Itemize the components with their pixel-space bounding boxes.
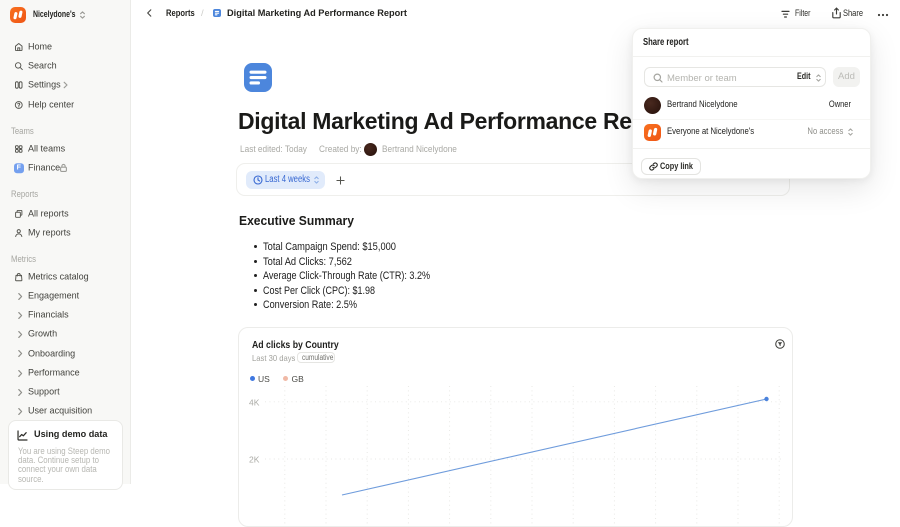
svg-text:4K: 4K: [249, 398, 260, 408]
svg-text:2K: 2K: [249, 455, 260, 465]
